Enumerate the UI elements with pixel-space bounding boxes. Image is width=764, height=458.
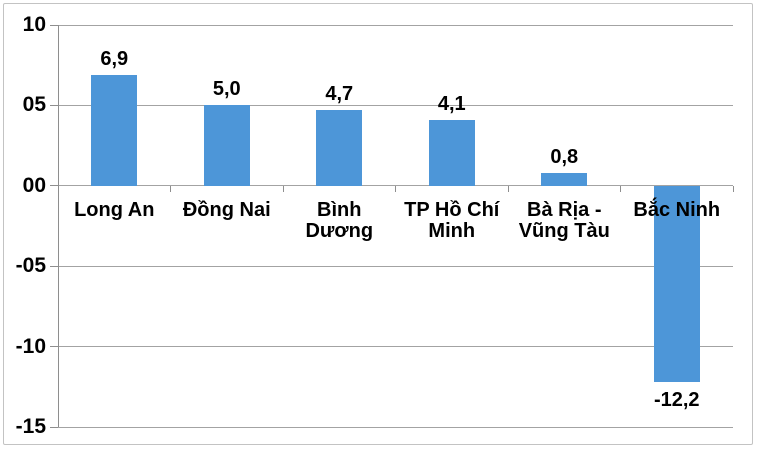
bar-value-label: -12,2: [653, 388, 700, 411]
category-label: Bình Dương: [305, 198, 374, 242]
y-axis-tick-label: 05: [22, 93, 46, 117]
y-axis-tick: [50, 104, 58, 106]
bar-value-label: 4,1: [437, 92, 466, 115]
gridline: [58, 265, 733, 267]
y-axis-tick: [50, 426, 58, 428]
bar-value-label: 0,8: [550, 145, 579, 168]
y-axis-tick: [50, 265, 58, 267]
category-label: Bà Rịa - Vũng Tàu: [518, 198, 610, 242]
x-axis-tick: [732, 185, 734, 192]
x-axis-tick: [507, 185, 509, 192]
y-axis-tick: [50, 24, 58, 26]
bar-value-label: 5,0: [212, 78, 241, 101]
y-axis-tick-label: -10: [15, 334, 46, 358]
y-axis-tick: [50, 346, 58, 348]
bar: [653, 185, 700, 382]
x-axis-tick: [620, 185, 621, 192]
bar: [428, 119, 475, 186]
y-axis-tick: [50, 185, 58, 187]
bar: [91, 74, 138, 186]
gridline: [58, 24, 733, 26]
gridline: [58, 346, 733, 348]
y-axis-tick-label: -05: [15, 254, 46, 278]
x-axis-tick: [282, 185, 284, 192]
gridline: [58, 104, 733, 106]
category-label: Bắc Ninh: [633, 198, 721, 221]
bar-value-label: 4,7: [325, 83, 354, 106]
y-axis-tick-label: 10: [22, 13, 46, 36]
category-label: Đồng Nai: [182, 198, 271, 221]
x-axis-tick: [395, 185, 396, 192]
category-label: TP Hồ Chí Minh: [404, 198, 500, 242]
bar: [541, 172, 588, 186]
x-axis-tick: [57, 185, 59, 192]
gridline: [58, 426, 733, 428]
bar-value-label: 6,9: [100, 47, 129, 70]
y-axis-line: [57, 25, 59, 427]
y-axis-tick-label: 00: [22, 173, 46, 197]
bar: [316, 110, 363, 186]
y-axis-tick-label: -15: [15, 415, 46, 438]
bar: [203, 105, 250, 186]
category-label: Long An: [74, 198, 155, 221]
x-axis-tick: [170, 185, 171, 192]
